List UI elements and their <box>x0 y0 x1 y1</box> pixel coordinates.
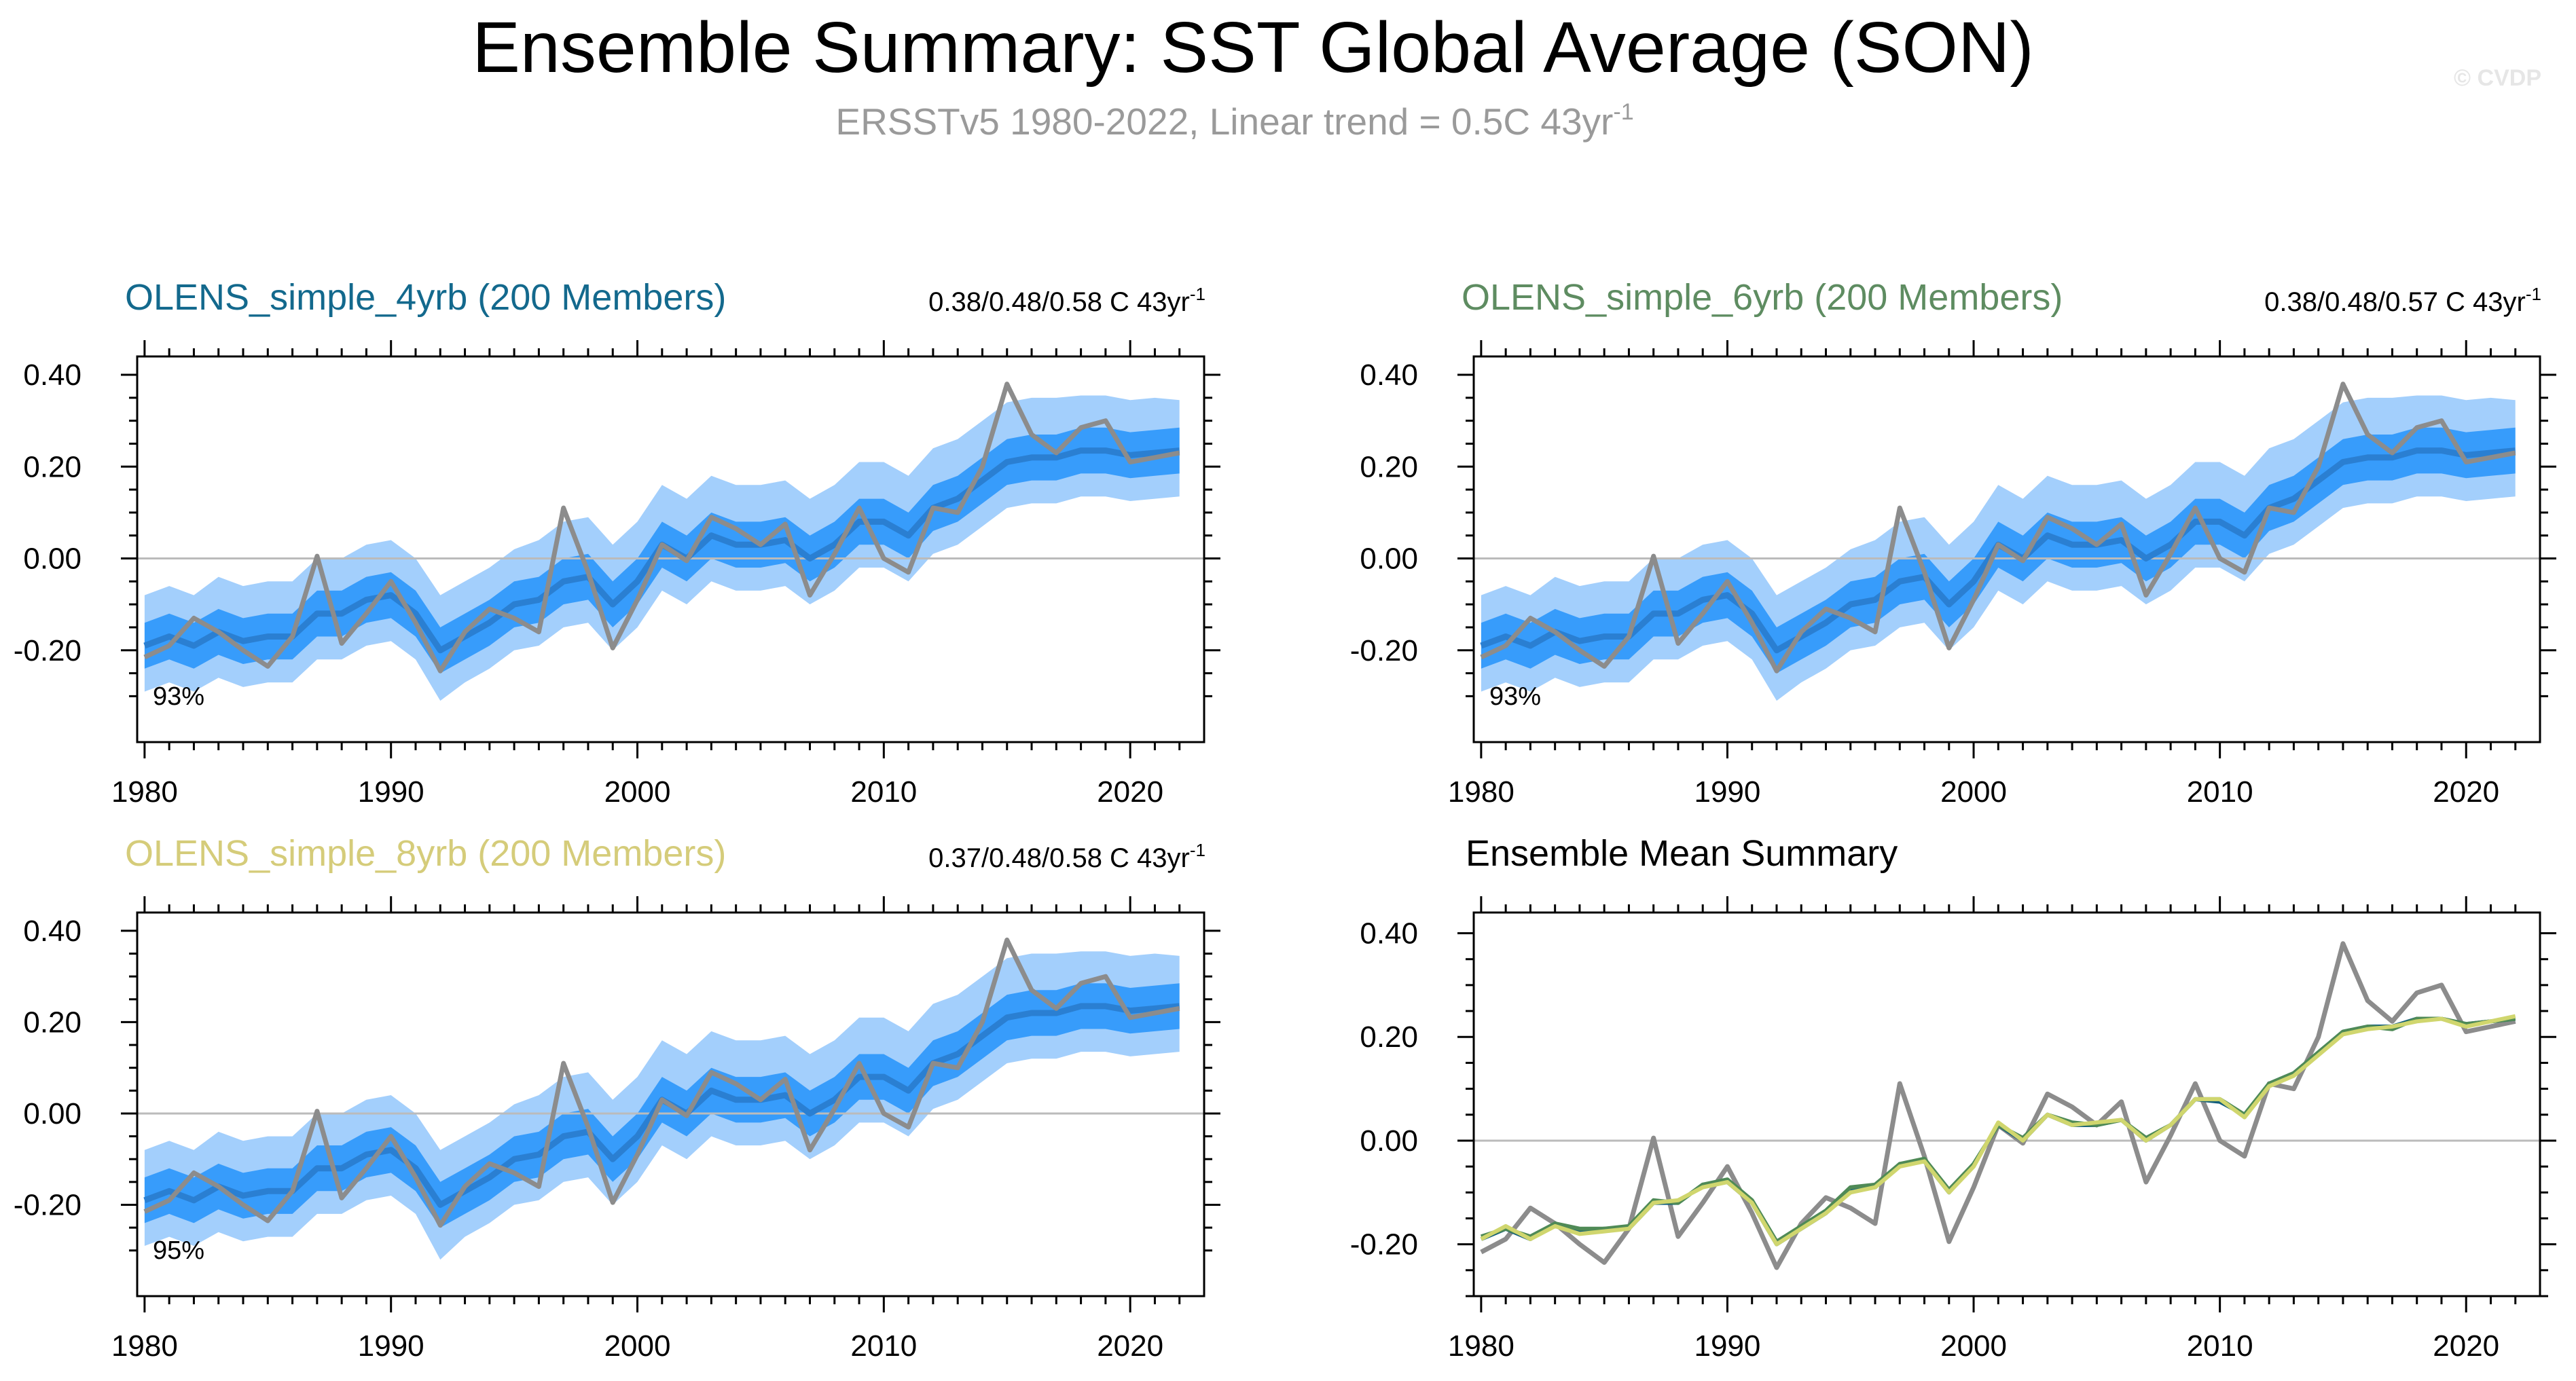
y-tick-label: 0.20 <box>1360 450 1418 483</box>
percent-label-8yrb: 95% <box>153 1236 204 1265</box>
panel-summary: 1980 1990 2000 2010 2020 -0.20 0.00 0.20 0.40 Ens… <box>1350 833 2556 1363</box>
panel-title-summary: Ensemble Mean Summary <box>1466 833 1898 874</box>
y-tick-label: 0.00 <box>23 1097 81 1130</box>
panel-stats-text: 0.38/0.48/0.57 C 43yr <box>2264 287 2526 317</box>
x-tick-label-2020: 2020 <box>2433 775 2499 809</box>
x-tick-label-1980: 1980 <box>111 1329 178 1363</box>
plot-frame-8yrb <box>136 911 1205 1297</box>
percent-label-4yrb: 93% <box>153 682 204 711</box>
panel-title-8yrb: OLENS_simple_8yrb (200 Members) <box>125 833 726 874</box>
panel-6yrb: 1980 1990 2000 2010 2020 -0.20 0.00 0.20 0.40 OLE… <box>1350 277 2556 809</box>
y-tick-label: 0.40 <box>23 915 81 948</box>
x-tick-label-2000: 2000 <box>1940 775 2007 809</box>
panel-stats-sup: -1 <box>1190 284 1205 304</box>
x-tick-label-2010: 2010 <box>850 1329 917 1363</box>
panel-stats-6yrb: 0.38/0.48/0.57 C 43yr-1 <box>2264 284 2541 317</box>
y-tick-label: -0.20 <box>14 634 81 667</box>
x-tick-label-2010: 2010 <box>2187 1329 2253 1363</box>
x-tick-label-2010: 2010 <box>2187 775 2253 809</box>
panel-stats-sup: -1 <box>1190 840 1205 860</box>
panel-stats-text: 0.37/0.48/0.58 C 43yr <box>928 843 1190 873</box>
cvdp-watermark: © CVDP <box>2454 65 2541 91</box>
obs-line-4yrb <box>143 382 1180 674</box>
x-tick-label-2020: 2020 <box>2433 1329 2499 1363</box>
panel-8yrb: 1980 1990 2000 2010 2020 -0.20 0.00 0.20 0.40 OLE… <box>14 833 1220 1363</box>
x-tick-label-2000: 2000 <box>604 775 671 809</box>
panel-4yrb: 1980 1990 2000 2010 2020 -0.20 0.00 0.20 0.40 OLE… <box>14 277 1220 809</box>
percent-label-6yrb: 93% <box>1489 682 1541 711</box>
panel-title-6yrb: OLENS_simple_6yrb (200 Members) <box>1462 277 2063 318</box>
x-tick-label-1980: 1980 <box>111 775 178 809</box>
y-tick-label: -0.20 <box>1350 1228 1418 1262</box>
x-tick-label-1980: 1980 <box>1448 775 1514 809</box>
y-tick-label: 0.40 <box>23 358 81 392</box>
y-tick-label: 0.40 <box>1360 917 1418 951</box>
x-tick-label-1990: 1990 <box>358 1329 424 1363</box>
series-line-olens-simple-8yrb <box>1480 1014 2516 1247</box>
figure-subtitle: ERSSTv5 1980-2022, Linear trend = 0.5C 4… <box>835 99 1633 143</box>
y-tick-label: 0.40 <box>1360 358 1418 392</box>
y-tick-label: 0.00 <box>1360 1124 1418 1158</box>
x-tick-label-1990: 1990 <box>1694 1329 1761 1363</box>
panel-stats-text: 0.38/0.48/0.58 C 43yr <box>928 287 1190 317</box>
obs-line-6yrb <box>1480 382 2516 674</box>
figure-title: Ensemble Summary: SST Global Average (SO… <box>472 7 2034 88</box>
y-tick-label: -0.20 <box>1350 634 1418 667</box>
x-tick-label-2020: 2020 <box>1097 775 1163 809</box>
x-tick-label-1990: 1990 <box>1694 775 1761 809</box>
panel-stats-4yrb: 0.38/0.48/0.58 C 43yr-1 <box>928 284 1205 317</box>
x-tick-label-2000: 2000 <box>1940 1329 2007 1363</box>
y-tick-label: 0.20 <box>1360 1020 1418 1054</box>
panel-stats-sup: -1 <box>2526 284 2541 304</box>
x-tick-label-2010: 2010 <box>850 775 917 809</box>
plot-frame-4yrb <box>136 355 1205 743</box>
y-tick-label: 0.00 <box>1360 542 1418 576</box>
y-tick-label: -0.20 <box>14 1188 81 1221</box>
figure-subtitle-sup: -1 <box>1613 99 1633 125</box>
x-tick-label-2020: 2020 <box>1097 1329 1163 1363</box>
panel-stats-8yrb: 0.37/0.48/0.58 C 43yr-1 <box>928 840 1205 873</box>
x-tick-label-1990: 1990 <box>358 775 424 809</box>
plot-frame-6yrb <box>1472 355 2541 743</box>
y-tick-label: 0.20 <box>23 450 81 483</box>
plot-frame-summary <box>1472 911 2541 1297</box>
x-tick-label-1980: 1980 <box>1448 1329 1514 1363</box>
y-tick-label: 0.20 <box>23 1006 81 1039</box>
obs-line-8yrb <box>143 937 1180 1228</box>
panel-title-4yrb: OLENS_simple_4yrb (200 Members) <box>125 277 726 318</box>
y-tick-label: 0.00 <box>23 542 81 576</box>
x-tick-label-2000: 2000 <box>604 1329 671 1363</box>
figure-subtitle-main: ERSSTv5 1980-2022, Linear trend = 0.5C 4… <box>835 100 1613 143</box>
